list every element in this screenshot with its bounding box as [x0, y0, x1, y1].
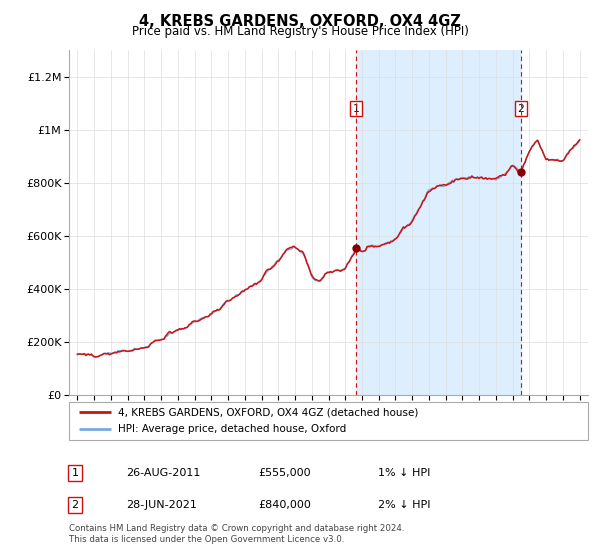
- Bar: [356, 50, 521, 395]
- Text: Contains HM Land Registry data © Crown copyright and database right 2024.: Contains HM Land Registry data © Crown c…: [69, 524, 404, 533]
- Text: 2: 2: [517, 104, 524, 114]
- Text: £840,000: £840,000: [258, 500, 311, 510]
- Text: 4, KREBS GARDENS, OXFORD, OX4 4GZ: 4, KREBS GARDENS, OXFORD, OX4 4GZ: [139, 14, 461, 29]
- Text: 2: 2: [71, 500, 79, 510]
- Text: HPI: Average price, detached house, Oxford: HPI: Average price, detached house, Oxfo…: [118, 424, 347, 434]
- Text: 1% ↓ HPI: 1% ↓ HPI: [378, 468, 430, 478]
- Text: 2% ↓ HPI: 2% ↓ HPI: [378, 500, 431, 510]
- Text: 4, KREBS GARDENS, OXFORD, OX4 4GZ (detached house): 4, KREBS GARDENS, OXFORD, OX4 4GZ (detac…: [118, 407, 419, 417]
- Text: 1: 1: [71, 468, 79, 478]
- Text: Price paid vs. HM Land Registry's House Price Index (HPI): Price paid vs. HM Land Registry's House …: [131, 25, 469, 38]
- Text: £555,000: £555,000: [258, 468, 311, 478]
- Text: 26-AUG-2011: 26-AUG-2011: [126, 468, 200, 478]
- Text: This data is licensed under the Open Government Licence v3.0.: This data is licensed under the Open Gov…: [69, 535, 344, 544]
- Text: 28-JUN-2021: 28-JUN-2021: [126, 500, 197, 510]
- Text: 1: 1: [353, 104, 359, 114]
